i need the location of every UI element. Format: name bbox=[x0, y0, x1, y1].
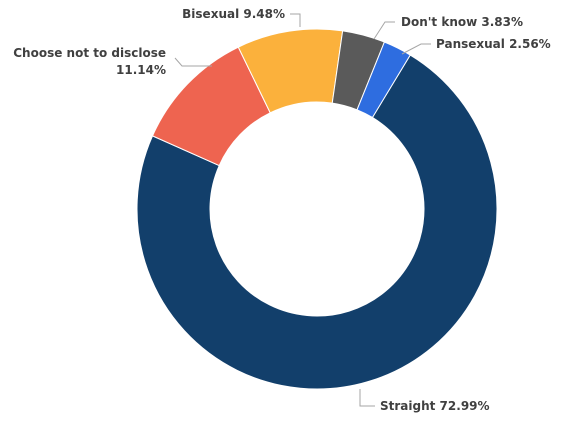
data-label-choose-not-to-disclose-line1: Choose not to disclose bbox=[13, 46, 166, 60]
slice-pansexual bbox=[356, 41, 411, 119]
data-labels: Straight 72.99% Choose not to disclose 1… bbox=[13, 7, 550, 413]
leader-lines bbox=[174, 13, 431, 407]
leader-line-bisexual bbox=[290, 13, 301, 27]
leader-line-pansexual bbox=[401, 43, 431, 55]
donut-slices bbox=[136, 28, 498, 390]
leader-line-straight bbox=[359, 389, 375, 407]
data-label-pansexual: Pansexual 2.56% bbox=[436, 37, 551, 51]
slice-straight bbox=[136, 54, 498, 390]
data-label-choose-not-to-disclose-line2: 11.14% bbox=[116, 63, 166, 77]
data-label-straight: Straight 72.99% bbox=[380, 399, 490, 413]
data-label-bisexual: Bisexual 9.48% bbox=[182, 7, 285, 21]
leader-line-choose-not-to-disclose bbox=[174, 57, 212, 67]
leader-line-dont-know bbox=[373, 21, 395, 40]
data-label-dont-know: Don't know 3.83% bbox=[401, 15, 523, 29]
